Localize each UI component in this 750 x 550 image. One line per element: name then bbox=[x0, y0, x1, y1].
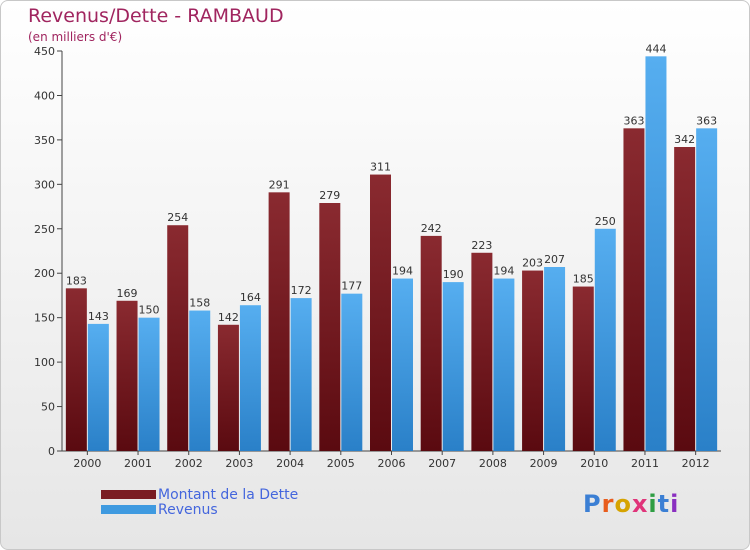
data-label-dette: 203 bbox=[522, 257, 543, 270]
bar-dette bbox=[116, 300, 138, 451]
y-tick-label: 100 bbox=[34, 356, 55, 369]
legend-item-dette: Montant de la Dette bbox=[101, 486, 299, 503]
y-tick-label: 250 bbox=[34, 223, 55, 236]
legend-swatch-dette bbox=[101, 490, 156, 499]
legend: Montant de la Dette Revenus bbox=[101, 486, 299, 518]
bar-revenus bbox=[239, 305, 261, 451]
data-label-revenus: 207 bbox=[544, 253, 565, 266]
y-tick-label: 350 bbox=[34, 134, 55, 147]
x-tick-label: 2012 bbox=[682, 457, 710, 470]
y-tick-label: 200 bbox=[34, 267, 55, 280]
data-label-revenus: 363 bbox=[696, 114, 717, 127]
x-tick-label: 2006 bbox=[378, 457, 406, 470]
bar-dette bbox=[370, 174, 391, 452]
data-label-revenus: 190 bbox=[443, 268, 464, 281]
bar-dette bbox=[217, 324, 239, 451]
bar-dette bbox=[572, 286, 594, 451]
data-label-dette: 185 bbox=[573, 273, 594, 286]
bar-dette bbox=[167, 225, 189, 451]
bar-revenus bbox=[138, 317, 160, 451]
data-label-revenus: 164 bbox=[240, 291, 261, 304]
bar-dette bbox=[319, 203, 341, 451]
legend-swatch-revenus bbox=[101, 505, 156, 514]
chart-subtitle: (en milliers d'€) bbox=[28, 30, 123, 44]
data-label-dette: 363 bbox=[623, 114, 644, 127]
data-label-dette: 254 bbox=[167, 211, 188, 224]
bar-revenus bbox=[290, 298, 312, 451]
data-label-revenus: 444 bbox=[645, 42, 666, 55]
data-label-dette: 142 bbox=[218, 311, 239, 324]
legend-item-revenus: Revenus bbox=[101, 501, 298, 518]
y-tick-label: 400 bbox=[34, 89, 55, 102]
proxiti-logo: Proxiti bbox=[583, 490, 680, 518]
data-label-dette: 223 bbox=[471, 239, 492, 252]
x-tick-label: 2002 bbox=[175, 457, 203, 470]
bar-dette bbox=[65, 288, 87, 451]
bar-dette bbox=[674, 147, 696, 451]
data-label-revenus: 250 bbox=[595, 215, 616, 228]
data-label-revenus: 172 bbox=[291, 284, 312, 297]
y-tick-label: 300 bbox=[34, 178, 55, 191]
bar-revenus bbox=[189, 310, 211, 451]
x-tick-label: 2009 bbox=[530, 457, 558, 470]
bar-revenus bbox=[87, 323, 109, 451]
bar-revenus bbox=[392, 278, 413, 451]
data-label-revenus: 158 bbox=[189, 297, 210, 310]
data-label-dette: 342 bbox=[674, 133, 695, 146]
x-tick-label: 2001 bbox=[124, 457, 152, 470]
bar-revenus bbox=[594, 228, 616, 451]
data-label-dette: 291 bbox=[269, 178, 290, 191]
x-tick-label: 2000 bbox=[73, 457, 101, 470]
x-tick-label: 2005 bbox=[327, 457, 355, 470]
data-label-dette: 242 bbox=[421, 222, 442, 235]
bar-revenus bbox=[493, 278, 515, 451]
legend-label-dette: Montant de la Dette bbox=[158, 486, 299, 503]
bar-revenus bbox=[341, 293, 363, 451]
bar-dette bbox=[522, 270, 544, 451]
data-label-revenus: 150 bbox=[139, 304, 160, 317]
x-tick-label: 2004 bbox=[276, 457, 304, 470]
chart-title: Revenus/Dette - RAMBAUD bbox=[28, 5, 284, 27]
bar-revenus bbox=[442, 282, 464, 451]
bar-revenus bbox=[696, 128, 718, 451]
y-tick-label: 150 bbox=[34, 312, 55, 325]
data-label-dette: 169 bbox=[117, 287, 138, 300]
data-label-revenus: 143 bbox=[88, 310, 109, 323]
bar-dette bbox=[623, 128, 645, 451]
y-tick-label: 50 bbox=[41, 401, 55, 414]
bar-revenus bbox=[645, 56, 667, 451]
bar-dette bbox=[471, 252, 493, 451]
x-tick-label: 2008 bbox=[479, 457, 507, 470]
x-tick-label: 2010 bbox=[580, 457, 608, 470]
data-label-revenus: 194 bbox=[392, 265, 413, 278]
x-tick-label: 2003 bbox=[225, 457, 253, 470]
bar-dette bbox=[268, 192, 290, 452]
data-label-revenus: 194 bbox=[493, 265, 514, 278]
y-tick-label: 450 bbox=[34, 45, 55, 58]
data-label-dette: 279 bbox=[319, 189, 340, 202]
data-label-dette: 183 bbox=[66, 274, 87, 287]
bar-dette bbox=[420, 235, 442, 451]
y-tick-label: 0 bbox=[48, 445, 55, 458]
x-tick-label: 2007 bbox=[428, 457, 456, 470]
x-tick-label: 2011 bbox=[631, 457, 659, 470]
data-label-revenus: 177 bbox=[341, 280, 362, 293]
bar-revenus bbox=[544, 267, 566, 451]
legend-label-revenus: Revenus bbox=[158, 501, 218, 518]
data-label-dette: 311 bbox=[370, 161, 391, 174]
